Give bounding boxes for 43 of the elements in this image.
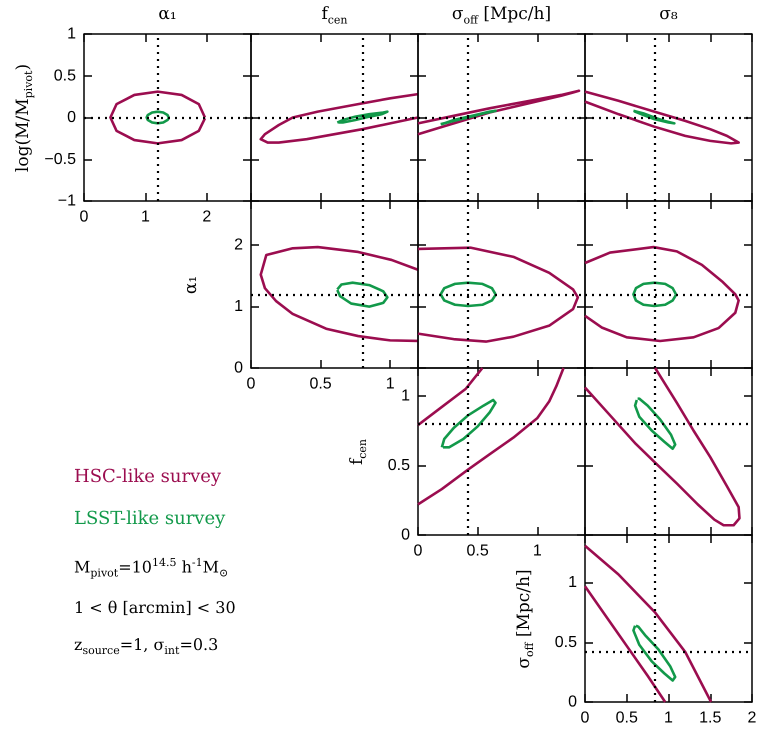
x-tick-label: 0.5	[616, 710, 638, 726]
text: z$_{source}$=1, σ$_{int}$=0.3	[74, 634, 220, 657]
y-tick-label: 1	[401, 387, 410, 404]
y-axis-title: α₁	[181, 275, 201, 294]
y-tick-label: 0.5	[54, 67, 76, 84]
x-axis-title: σ$_{off}$ [Mpc/h]	[452, 4, 552, 26]
y-tick-label: 0.5	[388, 456, 410, 474]
x-axis-title: α₁	[158, 4, 177, 24]
x-tick-label: 0	[580, 710, 590, 726]
x-tick-label: 1	[664, 710, 674, 726]
y-tick-label: 2	[234, 236, 244, 254]
x-axis-title: σ₈	[659, 4, 678, 24]
x-tick-label: 0	[246, 376, 256, 392]
text: M$_{pivot}$=10$^{14.5}$ h$^{-1}$M$_{⊙}$	[74, 556, 230, 580]
text: HSC-like survey	[74, 466, 222, 487]
x-tick-label: 2	[202, 208, 212, 226]
x-tick-label: 0.5	[466, 542, 489, 560]
x-tick-label: 2	[748, 710, 757, 726]
y-tick-label: 1	[568, 574, 578, 592]
x-tick-label: 1	[532, 542, 542, 560]
x-axis-title: f$_{cen}$	[321, 4, 348, 26]
x-tick-label: 1	[386, 376, 395, 392]
text: 1 < θ [arcmin] < 30	[74, 598, 236, 617]
y-tick-label: 0.5	[554, 634, 578, 651]
x-tick-label: 0	[80, 208, 89, 226]
line-series	[440, 398, 497, 449]
y-tick-label: −1	[58, 192, 76, 210]
y-tick-label: 0	[401, 526, 410, 544]
y-tick-label: −0.5	[44, 150, 76, 168]
x-tick-label: 0.5	[309, 376, 332, 392]
line-series	[259, 246, 420, 342]
y-tick-label: 1	[234, 298, 244, 316]
line-series	[632, 624, 676, 682]
y-tick-label: 1	[67, 26, 76, 42]
y-tick-label: 0	[234, 360, 244, 376]
text: LSST-like survey	[74, 508, 226, 529]
line-series	[336, 281, 389, 308]
x-tick-label: 1	[140, 208, 150, 226]
y-tick-label: 0	[67, 109, 76, 126]
x-tick-label: 0	[414, 542, 423, 560]
x-tick-label: 1.5	[699, 710, 722, 726]
y-tick-label: 0	[568, 694, 578, 710]
line-series	[109, 90, 206, 145]
